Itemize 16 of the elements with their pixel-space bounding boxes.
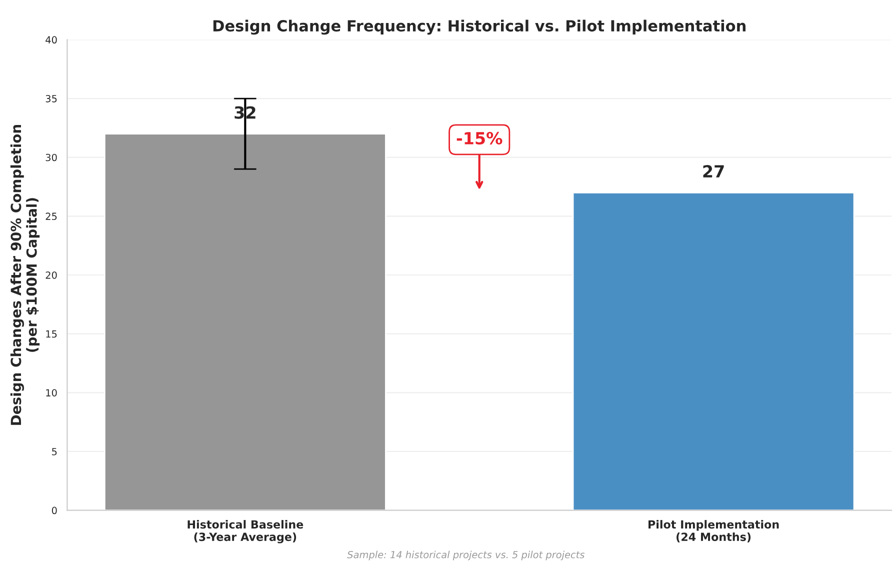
y-tick-label: 30 bbox=[46, 154, 57, 162]
chart-title: Design Change Frequency: Historical vs. Pilot Implementation bbox=[213, 20, 746, 35]
y-tick-label: 10 bbox=[46, 389, 57, 396]
data-label: 27 bbox=[703, 165, 724, 178]
y-axis-title: Design Changes After 90% Completion (per $100M Capital) bbox=[10, 124, 40, 425]
annotation: -15% bbox=[456, 132, 502, 145]
y-tick-label: 25 bbox=[46, 212, 57, 220]
x-tick-label: Historical Baseline (3-Year Average) bbox=[188, 520, 304, 544]
y-tick-label: 35 bbox=[46, 94, 57, 102]
y-tick-label: 15 bbox=[46, 330, 57, 338]
y-tick-label: 5 bbox=[52, 448, 57, 456]
y-tick-label: 40 bbox=[46, 36, 57, 44]
x-tick-label: Pilot Implementation (24 Months) bbox=[648, 520, 779, 542]
y-tick-label: 20 bbox=[46, 271, 57, 279]
text: Sample: 14 historical projects vs. 5 pilot projects bbox=[347, 550, 585, 560]
y-tick-label: 0 bbox=[52, 506, 57, 514]
